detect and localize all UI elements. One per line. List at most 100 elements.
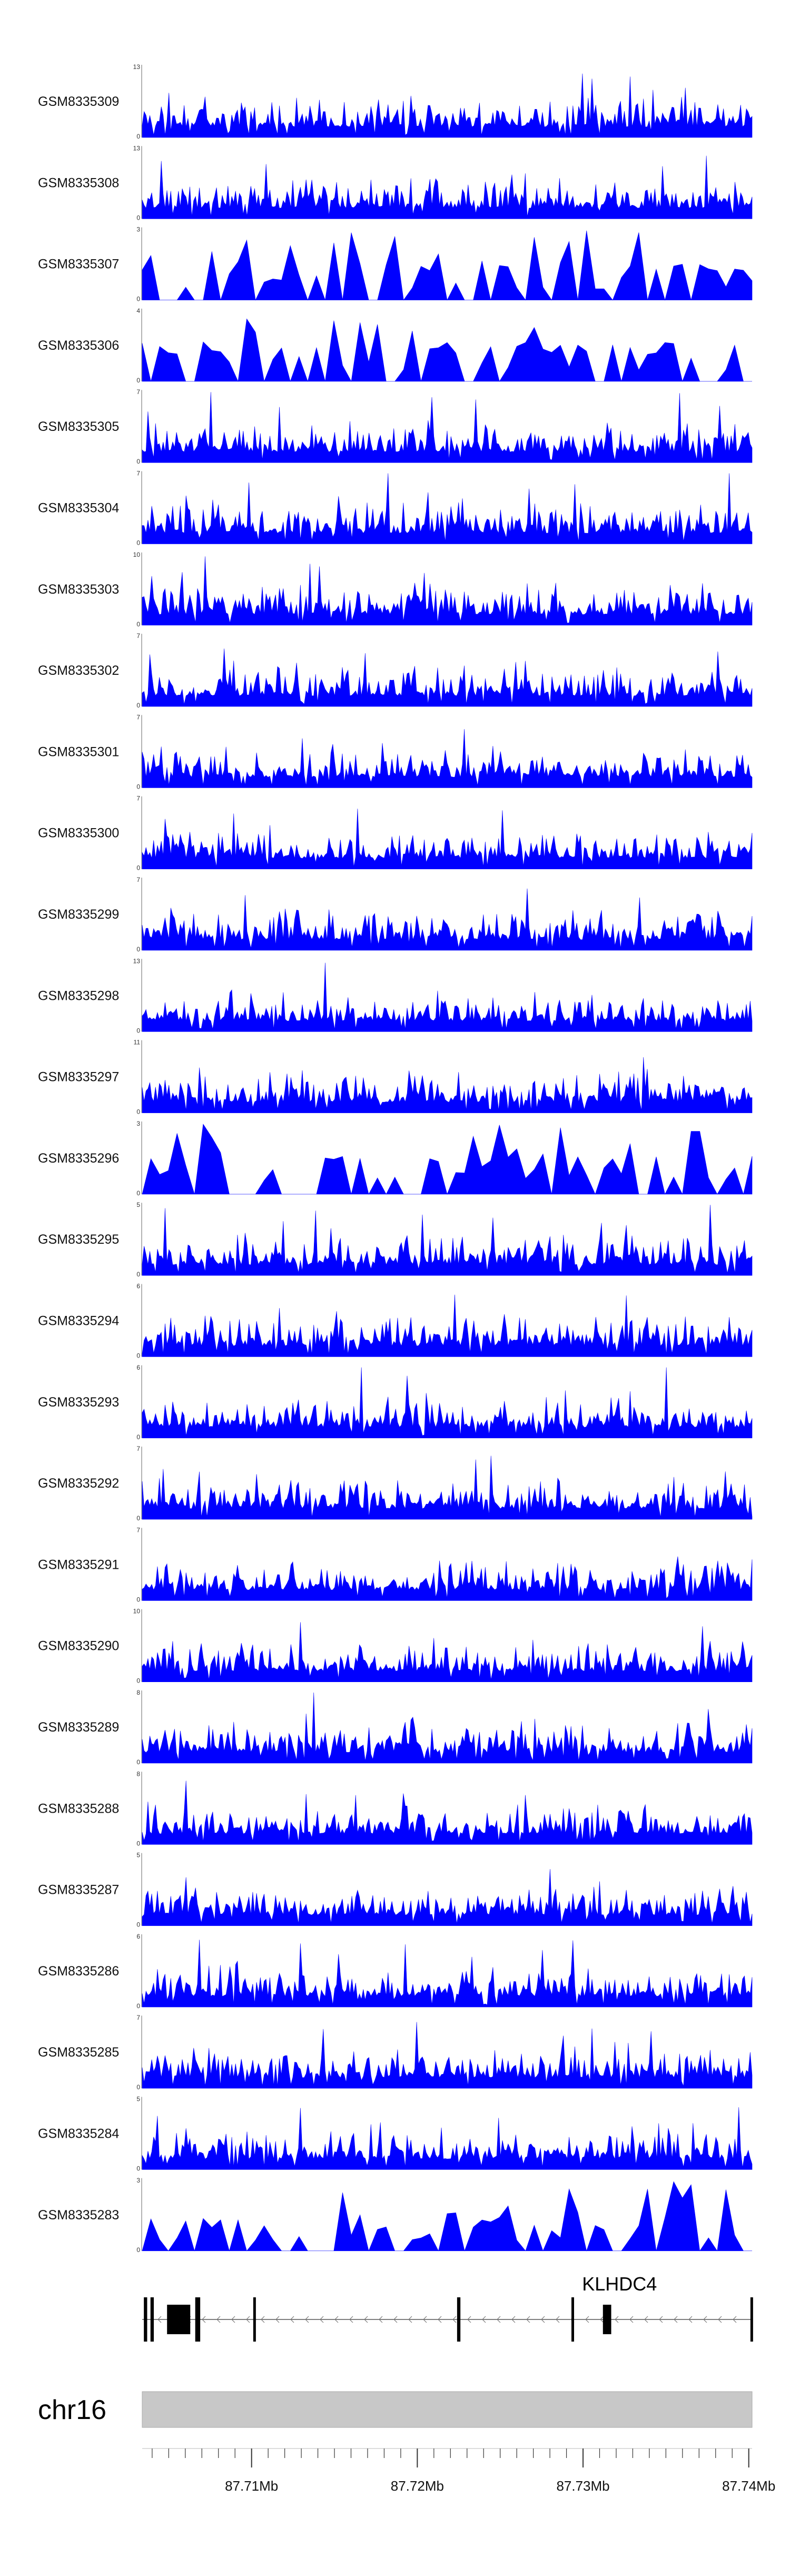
y-min-label: 0 — [136, 946, 140, 953]
track-GSM8335305: GSM8335305 7 0 — [38, 388, 753, 465]
track-label: GSM8335298 — [38, 988, 119, 1003]
track-GSM8335306: GSM8335306 4 0 — [38, 307, 752, 384]
strand-arrow — [733, 2316, 737, 2323]
coverage-tracks: GSM8335309130GSM8335308130GSM833530730GS… — [38, 63, 753, 2254]
strand-arrow — [364, 2316, 368, 2323]
track-GSM8335298: GSM8335298 13 0 — [38, 957, 753, 1034]
ideogram-bar — [142, 2391, 753, 2428]
track-label: GSM8335284 — [38, 2127, 119, 2141]
coverage-area — [142, 392, 753, 463]
strand-arrow — [629, 2316, 634, 2323]
strand-arrow — [467, 2316, 471, 2323]
y-min-label: 0 — [136, 1108, 140, 1116]
y-max-label: 5 — [136, 2096, 140, 2103]
strand-arrow — [157, 2316, 162, 2323]
y-max-label: 10 — [133, 1608, 141, 1615]
axis-tick-label: 87.74Mb — [722, 2478, 775, 2494]
coverage-area — [142, 1124, 753, 1195]
strand-arrow — [600, 2316, 604, 2323]
track-GSM8335289: GSM8335289 8 0 — [38, 1689, 753, 1766]
y-min-label: 0 — [136, 1921, 140, 1929]
y-min-label: 0 — [136, 783, 140, 790]
y-max-label: 8 — [136, 1689, 140, 1696]
y-min-label: 0 — [136, 1189, 140, 1197]
coverage-area — [142, 1205, 753, 1276]
gene-exon — [457, 2297, 461, 2342]
strand-arrow — [497, 2316, 501, 2323]
strand-arrow — [423, 2316, 427, 2323]
y-min-label: 0 — [136, 2083, 140, 2091]
gene-exon — [253, 2297, 256, 2342]
track-label: GSM8335286 — [38, 1964, 119, 1979]
chromosome-label: chr16 — [38, 2395, 106, 2425]
y-max-label: 6 — [136, 1283, 140, 1290]
axis-tick-label: 87.73Mb — [556, 2478, 609, 2494]
strand-arrow — [349, 2316, 353, 2323]
y-max-label: 7 — [136, 713, 140, 721]
strand-arrow — [659, 2316, 663, 2323]
track-label: GSM8335290 — [38, 1639, 119, 1654]
strand-arrow — [438, 2316, 442, 2323]
track-GSM8335288: GSM8335288 8 0 — [38, 1770, 753, 1847]
coverage-area — [142, 1057, 753, 1113]
gene-exon — [150, 2297, 154, 2342]
y-min-label: 0 — [136, 1515, 140, 1522]
axis-tick-label: 87.71Mb — [225, 2478, 278, 2494]
track-label: GSM8335299 — [38, 907, 119, 922]
axis-tick-label: 87.72Mb — [391, 2478, 444, 2494]
y-max-label: 5 — [136, 1852, 140, 1859]
gene-exon — [603, 2305, 611, 2334]
track-label: GSM8335296 — [38, 1151, 119, 1166]
coverage-area — [142, 318, 752, 382]
strand-arrow — [379, 2316, 383, 2323]
strand-arrow — [408, 2316, 412, 2323]
gene-label: KLHDC4 — [582, 2273, 657, 2295]
track-GSM8335297: GSM8335297 11 0 — [38, 1039, 753, 1116]
track-GSM8335293: GSM8335293 6 0 — [38, 1364, 753, 1441]
coverage-area — [142, 73, 753, 138]
y-min-label: 0 — [136, 1433, 140, 1441]
track-label: GSM8335303 — [38, 582, 119, 597]
strand-arrow — [644, 2316, 648, 2323]
y-max-label: 7 — [136, 388, 140, 396]
y-max-label: 4 — [136, 307, 140, 314]
coverage-area — [142, 1692, 753, 1764]
y-min-label: 0 — [136, 1677, 140, 1685]
y-max-label: 3 — [136, 2177, 140, 2184]
track-label: GSM8335304 — [38, 501, 119, 516]
y-max-label: 7 — [136, 632, 140, 640]
genomic-axis: 87.71Mb 87.72Mb 87.73Mb 87.74Mb — [142, 2448, 775, 2494]
y-max-label: 13 — [133, 144, 141, 152]
strand-arrow — [615, 2316, 619, 2323]
track-GSM8335307: GSM8335307 3 0 — [38, 226, 753, 303]
strand-arrow — [320, 2316, 324, 2323]
gene-exon — [144, 2297, 147, 2342]
track-GSM8335287: GSM8335287 5 0 — [38, 1852, 753, 1929]
coverage-area — [142, 1294, 753, 1357]
y-min-label: 0 — [136, 621, 140, 628]
track-GSM8335304: GSM8335304 7 0 — [38, 470, 753, 547]
coverage-area — [142, 1869, 753, 1926]
y-min-label: 0 — [136, 1596, 140, 1603]
coverage-area — [142, 473, 753, 544]
strand-arrow — [275, 2316, 280, 2323]
y-min-label: 0 — [136, 1027, 140, 1034]
track-GSM8335308: GSM8335308 13 0 — [38, 144, 753, 221]
track-label: GSM8335308 — [38, 175, 119, 190]
track-GSM8335300: GSM8335300 7 0 — [38, 795, 753, 872]
track-label: GSM8335297 — [38, 1070, 119, 1085]
strand-arrow — [452, 2316, 457, 2323]
track-label: GSM8335287 — [38, 1883, 119, 1897]
y-max-label: 7 — [136, 2014, 140, 2021]
y-max-label: 3 — [136, 1120, 140, 1127]
track-GSM8335295: GSM8335295 5 0 — [38, 1201, 753, 1278]
y-min-label: 0 — [136, 2246, 140, 2254]
track-label: GSM8335291 — [38, 1557, 119, 1572]
track-label: GSM8335300 — [38, 826, 119, 841]
strand-arrow — [526, 2316, 530, 2323]
strand-arrow — [511, 2316, 516, 2323]
strand-arrow — [482, 2316, 486, 2323]
coverage-area — [142, 2022, 753, 2089]
strand-arrow — [674, 2316, 678, 2323]
chromosome-ideogram: chr16 — [38, 2391, 753, 2428]
